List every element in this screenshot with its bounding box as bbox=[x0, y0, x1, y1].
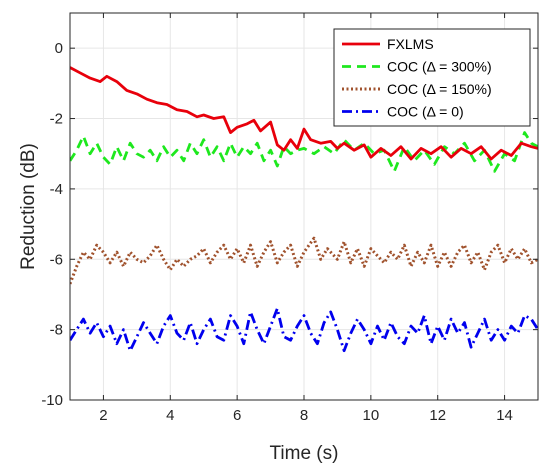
series-line-1 bbox=[70, 131, 538, 173]
series-lines bbox=[70, 66, 538, 353]
y-axis-title: Reduction (dB) bbox=[18, 143, 39, 270]
y-ticks: 0 -2 -4 -6 -8 -10 bbox=[41, 40, 538, 409]
legend-label-3: COC (Δ = 0) bbox=[387, 104, 464, 120]
y-tick-label: -2 bbox=[50, 111, 63, 128]
legend-label-0: FXLMS bbox=[387, 36, 434, 52]
series-line-3 bbox=[70, 307, 538, 353]
series-line-0 bbox=[70, 66, 538, 161]
x-tick-label: 6 bbox=[233, 407, 241, 424]
x-tick-label: 8 bbox=[300, 407, 308, 424]
x-tick-label: 4 bbox=[166, 407, 174, 424]
y-tick-label: -6 bbox=[50, 251, 63, 268]
legend-label-2: COC (Δ = 150%) bbox=[387, 81, 492, 97]
y-tick-label: -8 bbox=[50, 322, 63, 339]
x-tick-label: 2 bbox=[99, 407, 107, 424]
y-tick-label: 0 bbox=[55, 40, 63, 57]
y-tick-label: -10 bbox=[41, 392, 63, 409]
y-tick-label: -4 bbox=[50, 181, 63, 198]
x-ticks: 2 4 6 8 10 12 14 bbox=[99, 13, 513, 424]
legend: FXLMS COC (Δ = 300%) COC (Δ = 150%) COC (Δ … bbox=[333, 28, 531, 127]
x-tick-label: 14 bbox=[496, 407, 513, 424]
legend-label-1: COC (Δ = 300%) bbox=[387, 59, 492, 75]
x-tick-label: 12 bbox=[429, 407, 446, 424]
x-tick-label: 10 bbox=[363, 407, 380, 424]
x-axis-title: Time (s) bbox=[270, 443, 339, 464]
